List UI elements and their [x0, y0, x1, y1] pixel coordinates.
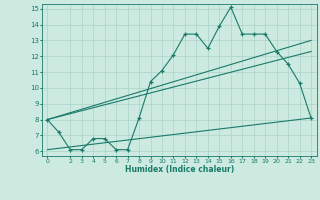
X-axis label: Humidex (Indice chaleur): Humidex (Indice chaleur) — [124, 165, 234, 174]
